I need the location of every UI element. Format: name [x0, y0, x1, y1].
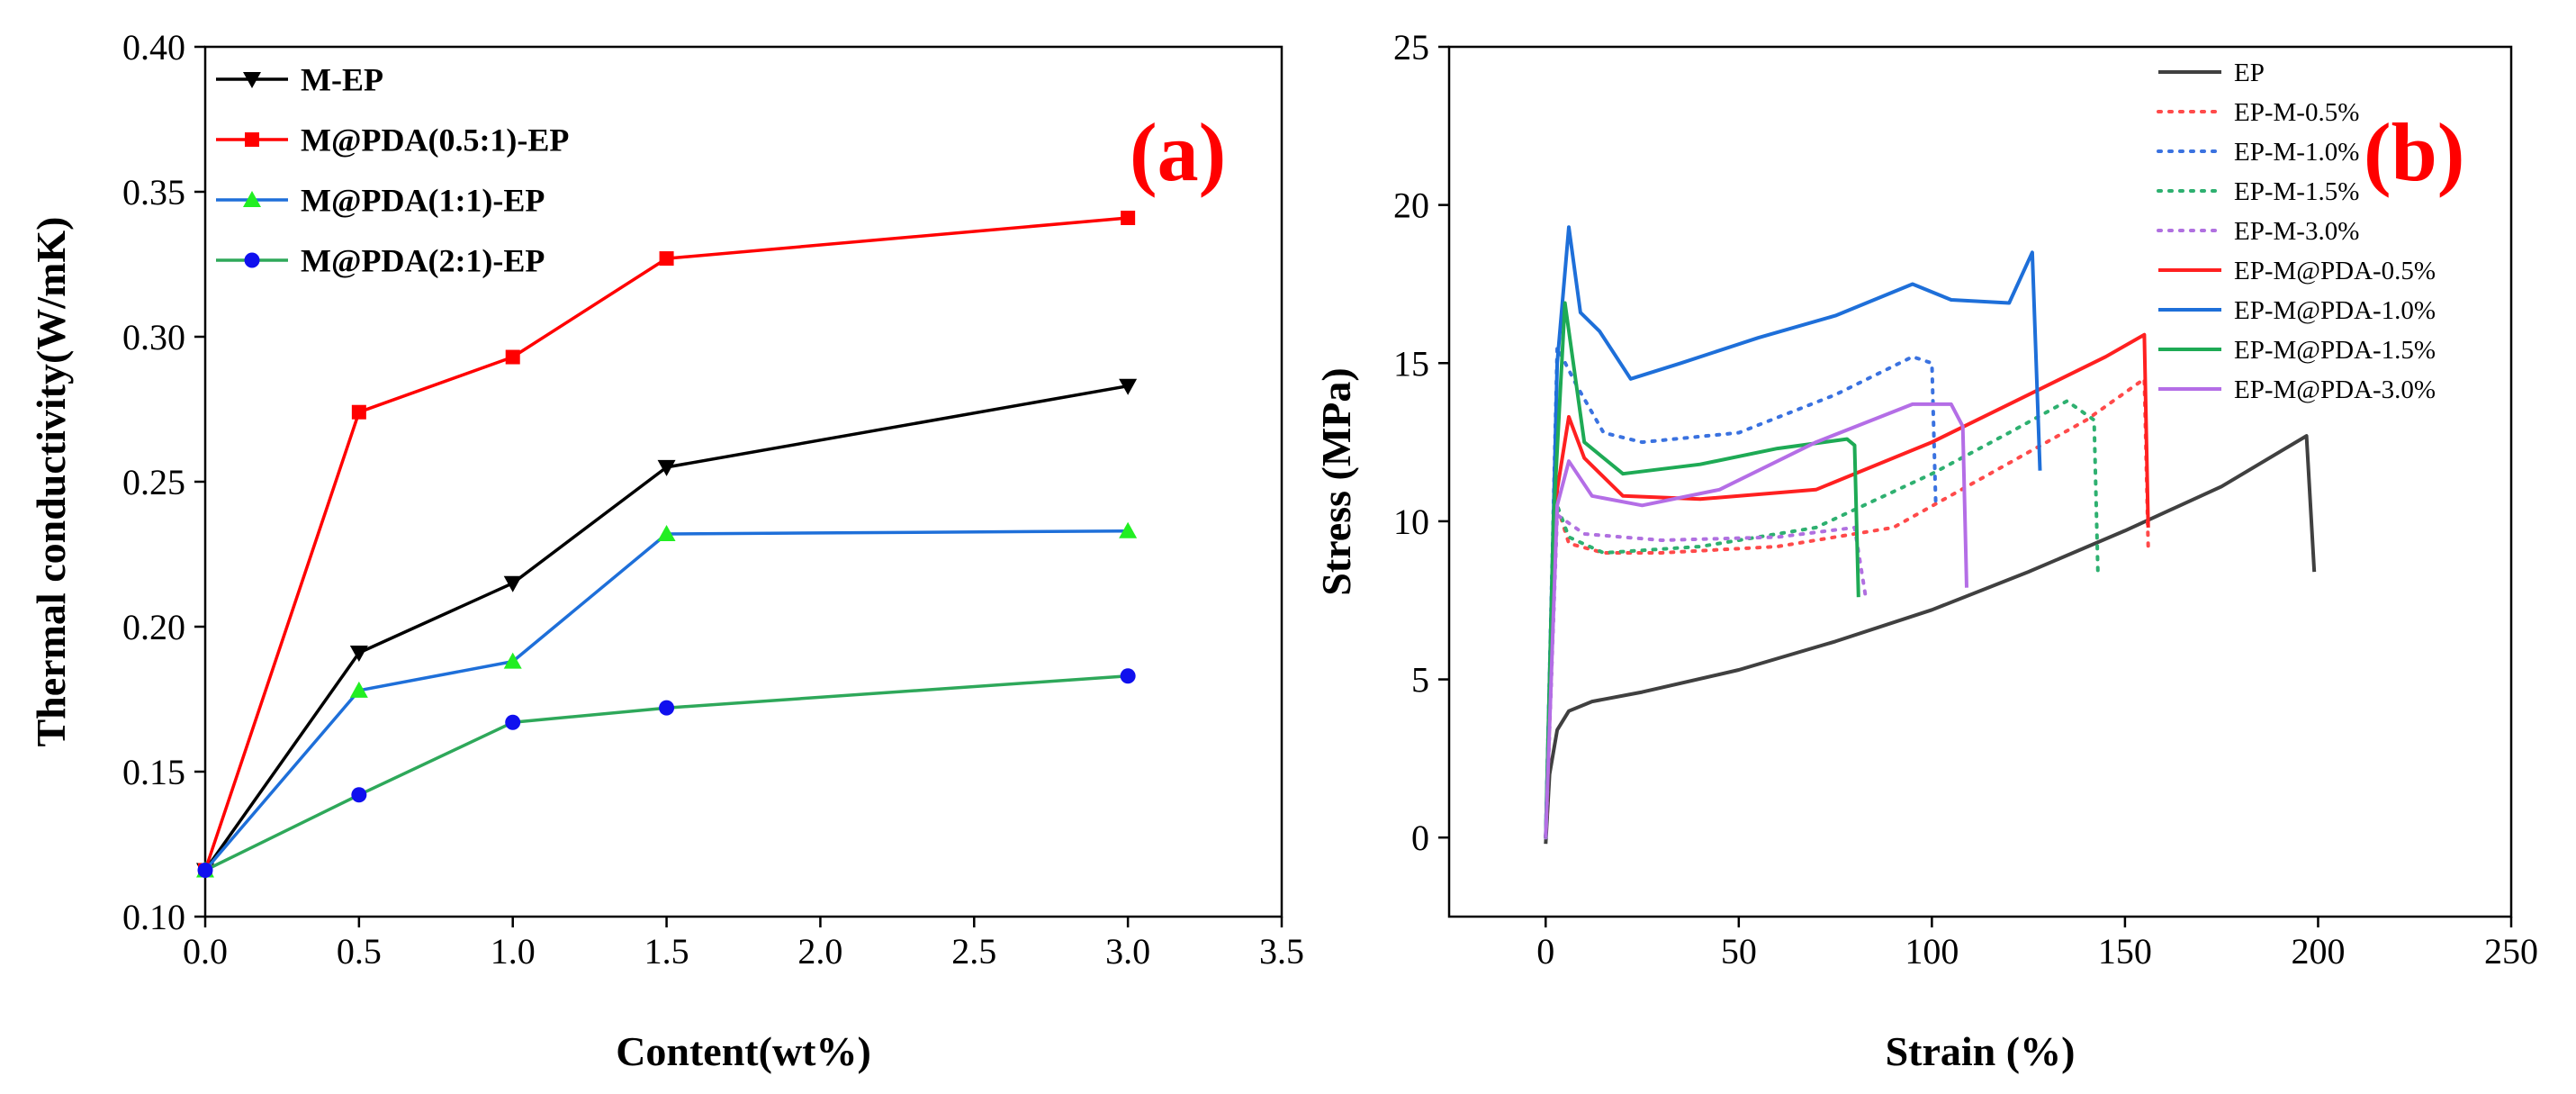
y-tick-label: 0.10 — [122, 897, 185, 937]
y-tick-label: 0.20 — [122, 607, 185, 647]
data-point-m-pda-1-1-ep — [1119, 521, 1138, 538]
x-tick-label: 1.0 — [491, 931, 536, 972]
data-point-m-pda-1-1-ep — [657, 524, 676, 541]
data-point-m-pda-2-1-ep — [659, 700, 675, 716]
series-line-ep-m-0-5 — [1544, 376, 2150, 840]
plot-frame — [1447, 45, 2513, 918]
series-line-ep-m-1-0 — [1544, 345, 1938, 840]
legend-label-ep-m-pda-3-0: EP-M@PDA-3.0% — [2234, 375, 2436, 404]
series-line-ep-m-pda-1-0 — [1544, 225, 2042, 838]
y-tick-label: 20 — [1393, 185, 1429, 226]
x-tick-label: 0.5 — [337, 931, 382, 972]
y-axis-label: Stress (MPa) — [1313, 367, 1359, 595]
data-point-m-ep — [503, 575, 522, 592]
x-tick-label: 50 — [1721, 931, 1757, 972]
panel-label: (a) — [1130, 106, 1226, 198]
data-point-m-pda-2-1-ep — [197, 862, 213, 878]
legend-label-ep-m-pda-1-0: EP-M@PDA-1.0% — [2234, 296, 2436, 325]
legend-label-m-pda-0-5-1-ep: M@PDA(0.5:1)-EP — [301, 122, 569, 158]
x-tick-label: 200 — [2291, 931, 2345, 972]
data-point-m-pda-1-1-ep — [349, 681, 368, 698]
legend-label-m-ep: M-EP — [301, 62, 383, 98]
legend-label-ep-m-0-5: EP-M-0.5% — [2234, 98, 2359, 127]
x-tick-label: 3.5 — [1259, 931, 1304, 972]
legend-marker-m-ep — [243, 72, 261, 88]
series-line-m-pda-0-5-1-ep — [203, 216, 1129, 872]
y-tick-label: 0 — [1411, 818, 1429, 858]
y-tick-label: 0.30 — [122, 317, 185, 357]
x-tick-label: 3.0 — [1105, 931, 1150, 972]
legend-label-ep: EP — [2234, 59, 2265, 87]
y-axis-label: Thermal conductivity(W/mK) — [28, 217, 74, 747]
y-tick-label: 15 — [1393, 343, 1429, 384]
series-line-ep-m-pda-0-5 — [1544, 332, 2150, 838]
legend-marker-m-pda-0-5-1-ep — [245, 132, 259, 147]
panel-label: (b) — [2364, 106, 2464, 198]
x-tick-label: 2.5 — [951, 931, 996, 972]
x-tick-label: 250 — [2484, 931, 2538, 972]
data-point-m-ep — [1119, 378, 1138, 395]
chart-thermal-conductivity: 0.0 0.5 1.0 1.5 2.0 2.5 3.0 3.5 0.10 0.15 0.20 0.25… — [28, 27, 1304, 1074]
legend-marker-m-pda-2-1-ep — [244, 252, 260, 268]
x-tick-label: 0.0 — [183, 931, 228, 972]
y-tick-label: 25 — [1393, 27, 1429, 68]
y-tick-label: 0.15 — [122, 752, 185, 792]
legend-label-m-pda-1-1-ep: M@PDA(1:1)-EP — [301, 183, 545, 219]
legend-label-m-pda-2-1-ep: M@PDA(2:1)-EP — [301, 243, 545, 279]
data-point-m-pda-2-1-ep — [1120, 668, 1136, 684]
x-tick-label: 1.5 — [644, 931, 689, 972]
data-point-m-pda-0-5-1-ep — [1121, 210, 1136, 225]
series-line-ep — [1544, 434, 2317, 845]
y-tick-label: 0.35 — [122, 172, 185, 212]
legend-label-ep-m-3-0: EP-M-3.0% — [2234, 217, 2359, 246]
data-point-m-pda-1-1-ep — [503, 652, 522, 669]
data-point-m-ep — [657, 459, 676, 476]
data-point-m-pda-0-5-1-ep — [351, 404, 366, 420]
legend-marker-m-pda-1-1-ep — [243, 191, 261, 207]
series-line-ep-m-1-5 — [1544, 399, 2100, 840]
x-axis-label: Content(wt%) — [616, 1028, 871, 1074]
legend-label-ep-m-pda-1-5: EP-M@PDA-1.5% — [2234, 336, 2436, 365]
legend-label-ep-m-1-0: EP-M-1.0% — [2234, 138, 2359, 167]
x-tick-label: 0 — [1536, 931, 1554, 972]
data-point-m-pda-2-1-ep — [351, 787, 367, 803]
data-point-m-ep — [349, 645, 368, 662]
legend-label-ep-m-pda-0-5: EP-M@PDA-0.5% — [2234, 257, 2436, 285]
y-tick-label: 0.40 — [122, 27, 185, 68]
data-point-m-pda-2-1-ep — [505, 714, 521, 730]
plot-frame — [203, 45, 1283, 918]
chart-stress-strain: 0 50 100 150 200 250 0 5 10 15 20 25 Strain (%) Stres… — [1313, 27, 2538, 1074]
x-tick-label: 100 — [1905, 931, 1959, 972]
x-axis-label: Strain (%) — [1886, 1028, 2076, 1074]
series-line-ep-m-pda-3-0 — [1544, 402, 1968, 838]
y-tick-label: 5 — [1411, 660, 1429, 701]
series-line-ep-m-pda-1-5 — [1544, 301, 1860, 838]
data-point-m-pda-0-5-1-ep — [659, 251, 674, 267]
y-tick-label: 10 — [1393, 502, 1429, 542]
data-point-m-pda-0-5-1-ep — [505, 349, 520, 365]
x-tick-label: 2.0 — [797, 931, 842, 972]
x-tick-label: 150 — [2098, 931, 2152, 972]
legend-label-ep-m-1-5: EP-M-1.5% — [2234, 177, 2359, 206]
y-tick-label: 0.25 — [122, 462, 185, 502]
